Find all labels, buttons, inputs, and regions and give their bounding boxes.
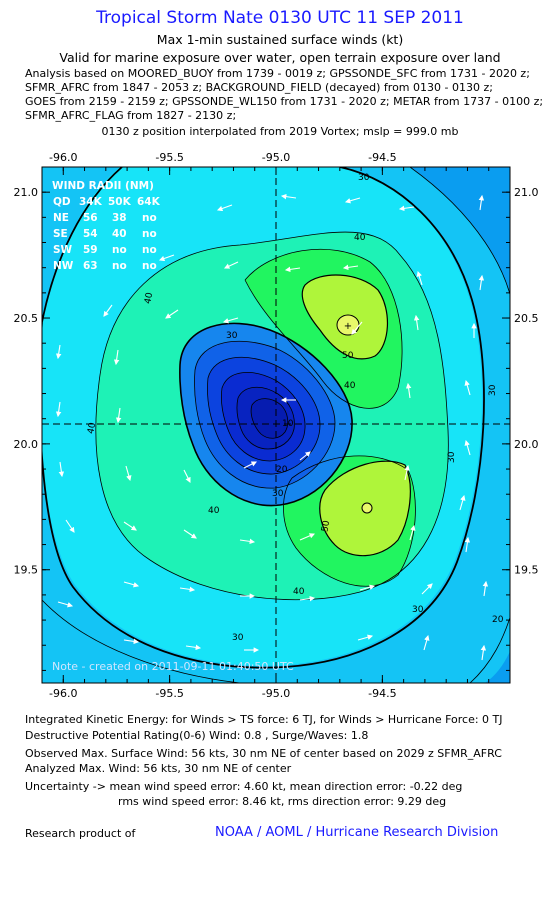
svg-text:no: no <box>142 228 157 240</box>
axis-labels: -96.0 -96.0 -95.5 -95.5 -95.0 -95.0 -94.5 -94.5… <box>14 151 539 700</box>
creation-note: Note - created on 2011-09-11 01:40:50 UT… <box>52 660 294 673</box>
svg-text:NE: NE <box>53 212 69 224</box>
observed-max-line: Observed Max. Surface Wind: 56 kts, 30 n… <box>25 747 502 760</box>
svg-text:NW: NW <box>53 260 74 272</box>
svg-text:50K: 50K <box>108 196 132 208</box>
lon-tick-label-top: -94.5 <box>368 151 396 164</box>
svg-text:30: 30 <box>272 489 284 499</box>
svg-text:40: 40 <box>86 422 98 435</box>
svg-text:30: 30 <box>412 605 424 615</box>
svg-text:40: 40 <box>143 292 155 305</box>
lon-tick-label-bottom: -94.5 <box>368 687 396 700</box>
svg-text:20: 20 <box>276 465 288 475</box>
svg-text:no: no <box>142 244 157 256</box>
lon-tick-label-bottom: -96.0 <box>49 687 77 700</box>
contour-labels: 10 20 30 30 30 30 30 40 40 40 40 40 40 5… <box>86 173 503 643</box>
analysis-line: GOES from 2159 - 2159 z; GPSSONDE_WL150 … <box>25 95 544 108</box>
lat-tick-label-left: 20.0 <box>14 438 39 451</box>
svg-text:40: 40 <box>293 587 305 597</box>
svg-text:30: 30 <box>488 384 498 396</box>
svg-text:40: 40 <box>208 506 220 516</box>
lat-tick-label-right: 20.5 <box>514 312 539 325</box>
subtitle-winds: Max 1-min sustained surface winds (kt) <box>156 32 404 47</box>
lat-tick-label-left: 19.5 <box>14 564 39 577</box>
svg-text:WIND RADII (NM): WIND RADII (NM) <box>52 180 154 192</box>
dpr-line: Destructive Potential Rating(0-6) Wind: … <box>25 729 369 742</box>
svg-text:63: 63 <box>83 260 98 272</box>
uncertainty-line: Uncertainty -> mean wind speed error: 4.… <box>25 780 463 793</box>
svg-text:30: 30 <box>232 633 244 643</box>
position-note: 0130 z position interpolated from 2019 V… <box>101 125 459 138</box>
svg-text:30: 30 <box>447 451 457 463</box>
svg-text:no: no <box>142 260 157 272</box>
svg-text:59: 59 <box>83 244 98 256</box>
svg-text:no: no <box>142 212 157 224</box>
analyzed-max-line: Analyzed Max. Wind: 56 kts, 30 nm NE of … <box>25 762 292 775</box>
svg-text:34K: 34K <box>79 196 103 208</box>
map-ticks <box>42 166 510 683</box>
ike-line: Integrated Kinetic Energy: for Winds > T… <box>25 713 503 726</box>
lon-tick-label-top: -95.5 <box>155 151 183 164</box>
subtitle-exposure: Valid for marine exposure over water, op… <box>59 50 501 65</box>
svg-text:54: 54 <box>83 228 98 240</box>
svg-text:20: 20 <box>492 615 504 625</box>
svg-text:50: 50 <box>342 351 354 361</box>
analysis-line: SFMR_AFRC_FLAG from 1827 - 2130 z; <box>25 109 237 122</box>
svg-text:40: 40 <box>354 233 366 243</box>
svg-text:56: 56 <box>83 212 98 224</box>
svg-text:SW: SW <box>53 244 73 256</box>
analysis-line: SFMR_AFRC from 1847 - 2053 z; BACKGROUND… <box>25 81 493 94</box>
svg-text:64K: 64K <box>137 196 161 208</box>
lat-tick-label-right: 19.5 <box>514 564 539 577</box>
lon-tick-label-top: -95.0 <box>262 151 290 164</box>
lat-tick-label-left: 20.5 <box>14 312 39 325</box>
svg-text:+: + <box>344 321 352 332</box>
svg-text:40: 40 <box>344 381 356 391</box>
uncertainty-rms-line: rms wind speed error: 8.46 kt, rms direc… <box>118 795 447 808</box>
lat-tick-label-right: 20.0 <box>514 438 539 451</box>
lat-tick-label-left: 21.0 <box>14 186 39 199</box>
svg-text:no: no <box>112 260 127 272</box>
wind-vectors <box>55 193 489 661</box>
lon-tick-label-top: -96.0 <box>49 151 77 164</box>
svg-text:30: 30 <box>226 331 238 341</box>
lon-tick-label-bottom: -95.5 <box>155 687 183 700</box>
analysis-line: Analysis based on MOORED_BUOY from 1739 … <box>25 67 530 80</box>
noaa-credit: NOAA / AOML / Hurricane Research Divisio… <box>215 825 499 840</box>
svg-text:no: no <box>112 244 127 256</box>
svg-text:30: 30 <box>358 173 370 183</box>
lon-tick-label-bottom: -95.0 <box>262 687 290 700</box>
wind-radii-table: WIND RADII (NM) QD 34K 50K 64K NE 56 38 … <box>52 180 161 272</box>
svg-text:38: 38 <box>112 212 127 224</box>
wind-field-map: 10 20 30 30 30 30 30 40 40 40 40 40 40 5… <box>14 151 539 700</box>
lat-tick-label-right: 21.0 <box>514 186 539 199</box>
svg-text:50: 50 <box>320 520 332 533</box>
svg-text:SE: SE <box>53 228 68 240</box>
svg-text:40: 40 <box>112 228 127 240</box>
research-label: Research product of <box>25 827 136 840</box>
svg-text:QD: QD <box>53 196 71 208</box>
map-title: Tropical Storm Nate 0130 UTC 11 SEP 2011 <box>96 8 464 28</box>
